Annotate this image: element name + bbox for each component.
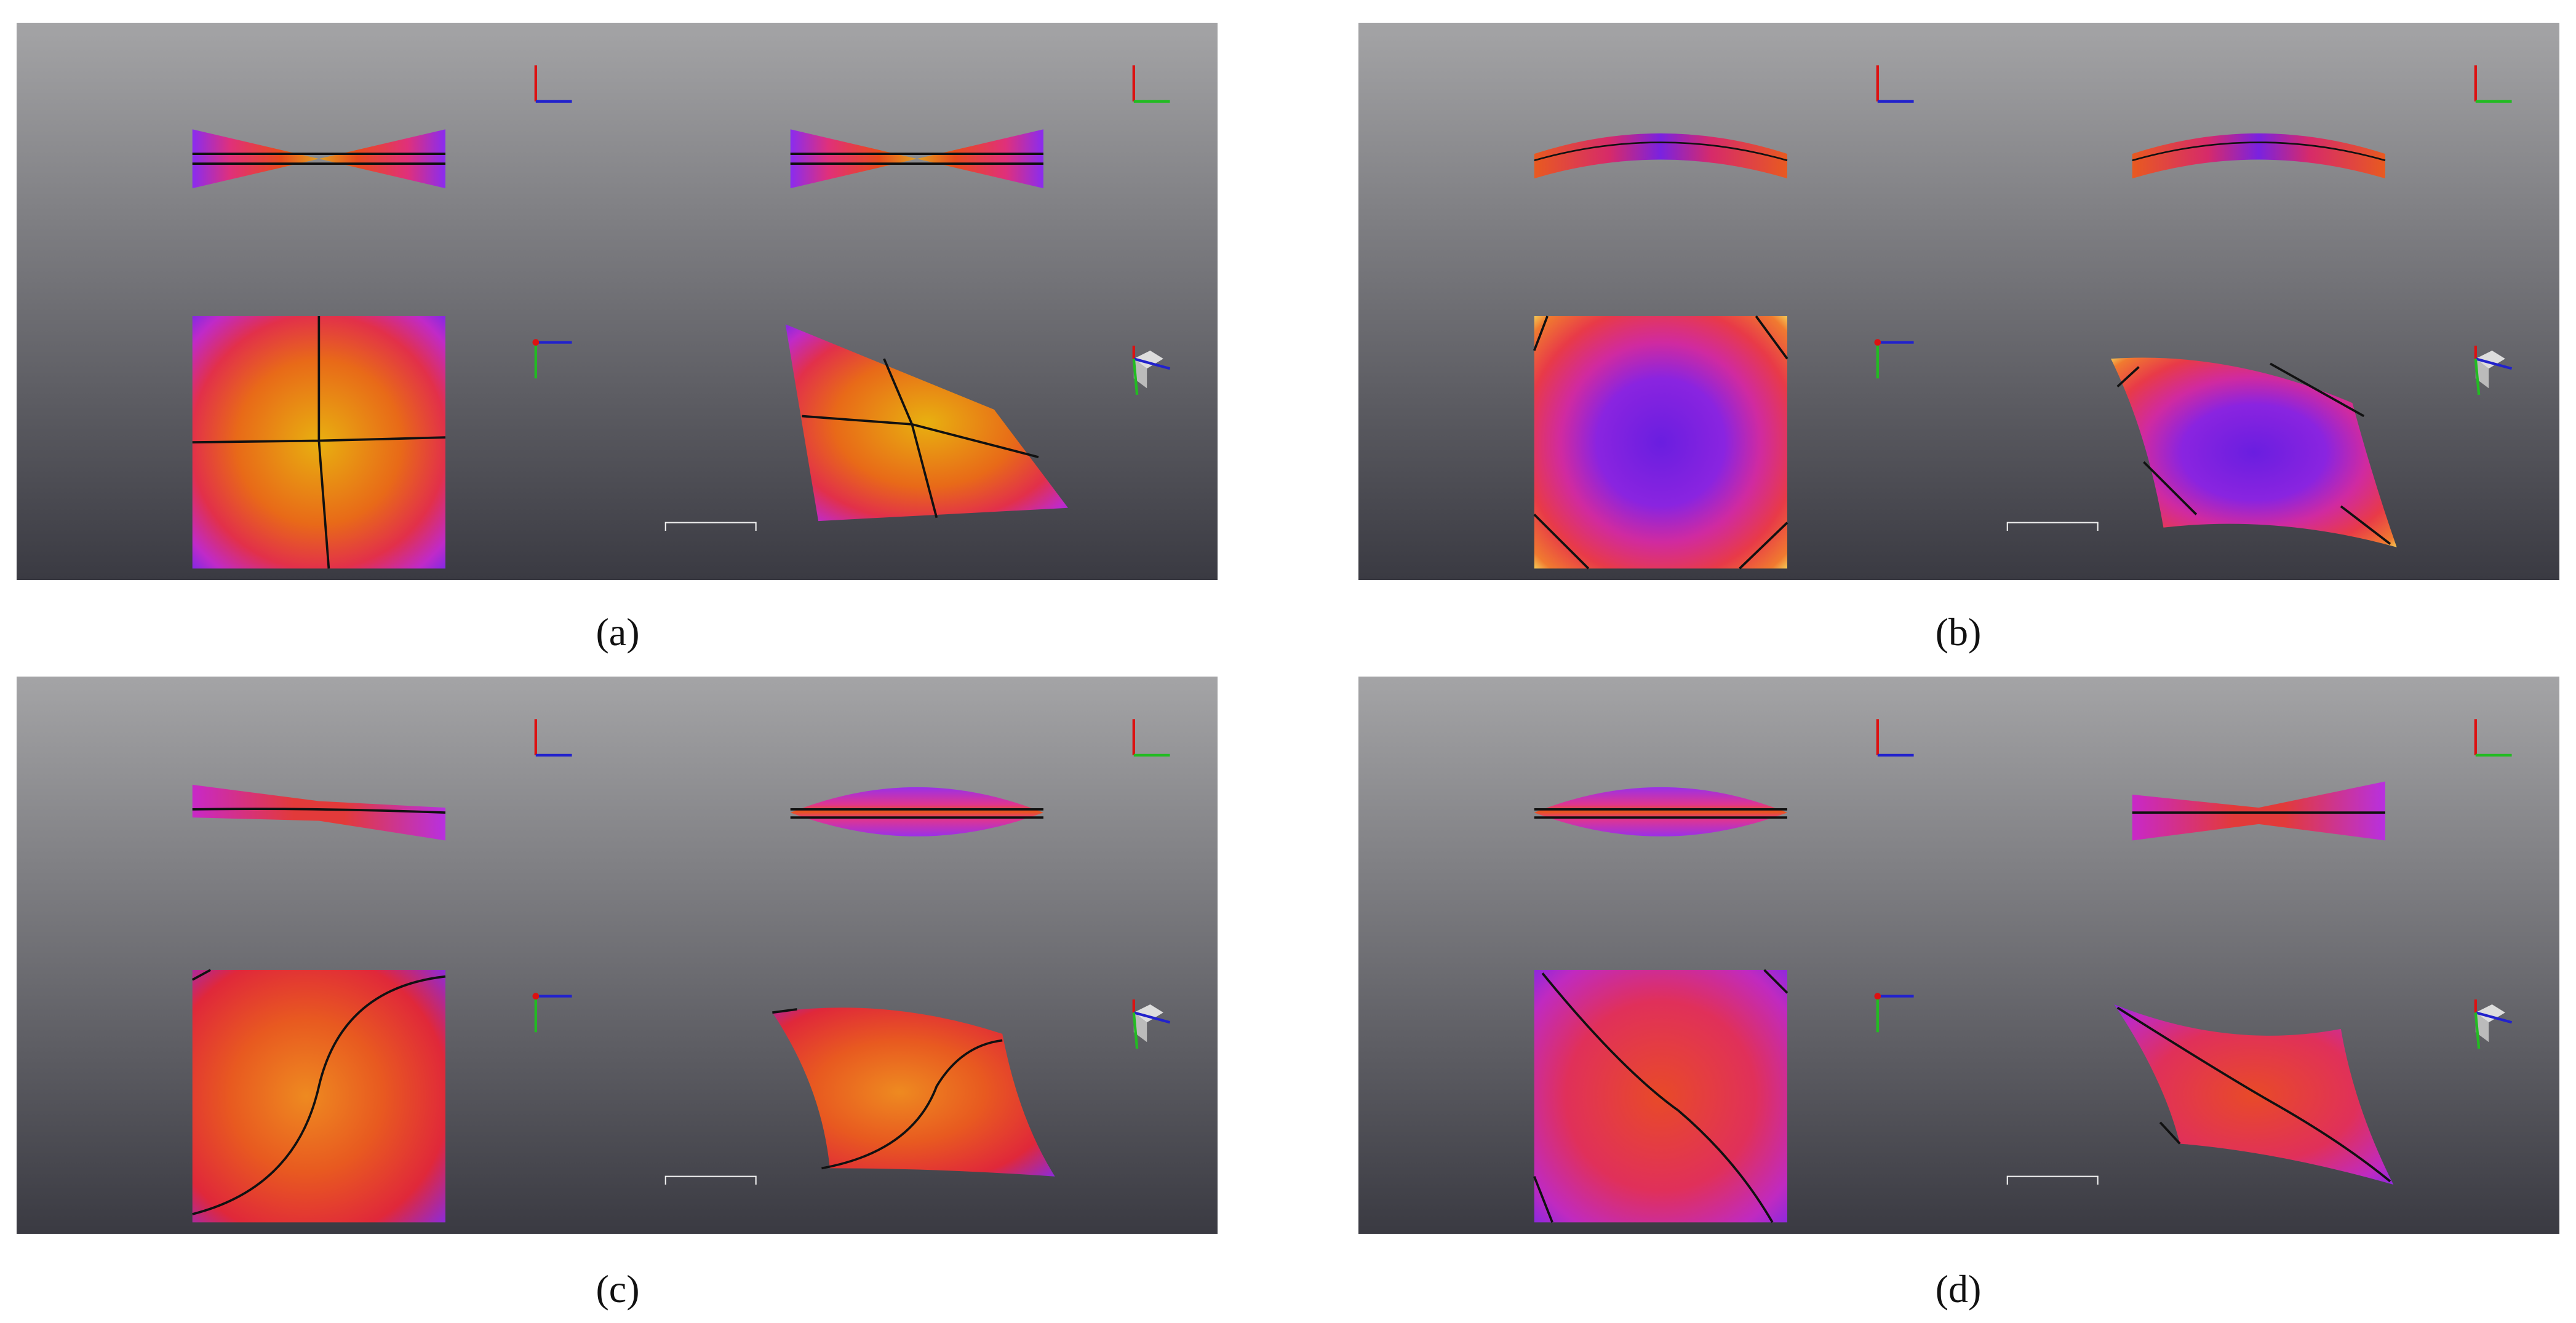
panel-a-view — [17, 23, 1218, 580]
panel-b-view — [1358, 23, 2559, 580]
axis-arrow — [1132, 1012, 1139, 1049]
axis-arrow — [2474, 1012, 2481, 1049]
axis-arrow — [1132, 359, 1139, 395]
contour-line — [2116, 1006, 2391, 1183]
axis-gizmo — [1132, 65, 1170, 103]
mesh-side-view — [917, 129, 1043, 189]
mesh-side-view — [319, 129, 445, 189]
contour-line — [2132, 141, 2386, 162]
contour-line — [790, 808, 1043, 819]
axis-gizmo — [2474, 719, 2512, 757]
panel-c-view — [17, 677, 1218, 1234]
axis-gizmo — [1876, 65, 1914, 103]
axis-gizmo — [532, 339, 572, 379]
axis-cube — [2475, 1012, 2489, 1043]
axis-arrow — [1133, 1011, 1171, 1024]
contour-line — [1534, 141, 1788, 162]
mesh-side-view — [1534, 787, 1787, 836]
axis-origin — [1874, 339, 1881, 346]
axis-gizmo — [1874, 339, 1914, 379]
axis-arrow — [2474, 359, 2481, 395]
panel-caption: (a) — [596, 610, 640, 654]
axis-gizmo — [2474, 345, 2513, 395]
contour-line — [802, 358, 1039, 518]
contour-line — [2116, 362, 2391, 545]
axis-origin — [1874, 993, 1881, 999]
mesh-side-view — [192, 784, 445, 841]
axis-origin — [532, 993, 540, 999]
mesh-side-view — [790, 787, 1043, 836]
scale-bar — [2006, 522, 2099, 531]
scale-bar — [664, 1175, 757, 1185]
contour-line — [1533, 969, 1788, 1223]
axis-cube — [1133, 350, 1163, 369]
mesh-iso-view — [772, 1007, 1055, 1177]
axis-gizmo — [1132, 345, 1171, 395]
mesh-top-view — [1534, 316, 1787, 569]
axis-arrow — [1133, 357, 1171, 370]
contour-line — [1534, 808, 1787, 819]
mesh-side-view — [790, 129, 917, 189]
axis-cube — [1133, 1012, 1147, 1043]
contour-line — [1533, 315, 1788, 570]
axis-gizmo — [1876, 719, 1914, 757]
panel-caption: (c) — [596, 1267, 640, 1311]
mesh-top-view — [192, 969, 445, 1223]
mesh-iso-view — [785, 324, 1069, 522]
axis-gizmo — [534, 719, 572, 757]
axis-arrow — [2475, 357, 2513, 370]
axis-gizmo — [1874, 993, 1914, 1033]
contour-line — [192, 316, 446, 569]
contour-line — [192, 808, 446, 814]
mesh-side-view — [2132, 781, 2385, 841]
axis-gizmo — [1132, 999, 1171, 1049]
mesh-side-view — [192, 129, 319, 189]
axis-cube — [2475, 350, 2505, 369]
mesh-side-view — [2132, 133, 2385, 179]
axis-gizmo — [2474, 65, 2512, 103]
scale-bar — [2006, 1175, 2099, 1185]
contour-line — [191, 969, 446, 1215]
contour-line — [772, 1008, 1003, 1170]
axis-gizmo — [532, 993, 572, 1033]
panel-d-view — [1358, 677, 2559, 1234]
panel-caption: (b) — [1935, 610, 1982, 654]
axis-arrow — [2475, 1011, 2513, 1024]
panel-caption: (d) — [1935, 1267, 1982, 1311]
mesh-side-view — [1534, 133, 1787, 179]
scale-bar — [664, 522, 757, 531]
axis-origin — [532, 339, 540, 346]
axis-gizmo — [1132, 719, 1170, 757]
axis-gizmo — [534, 65, 572, 103]
